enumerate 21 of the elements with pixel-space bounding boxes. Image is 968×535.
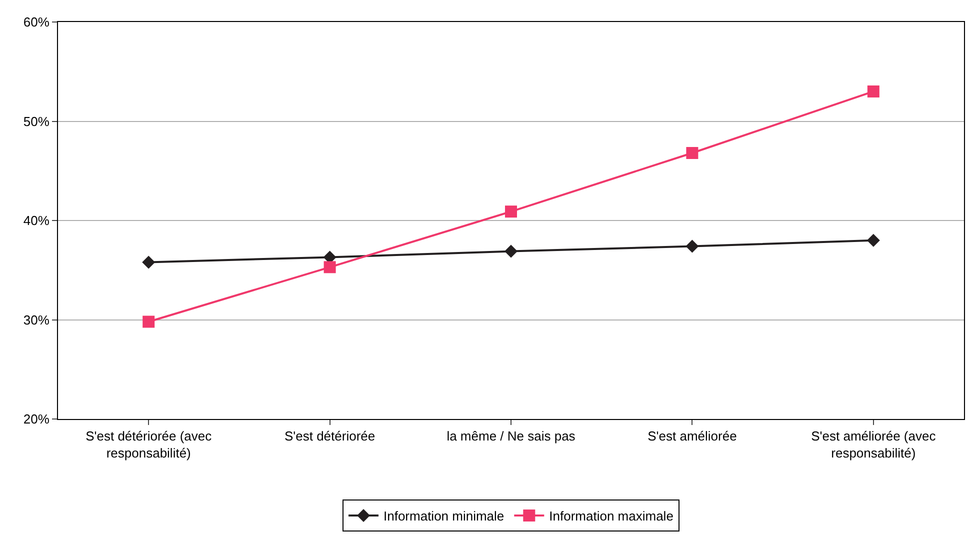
y-tick-label: 50% <box>23 114 50 129</box>
point <box>866 234 880 247</box>
x-tick-label: S'est améliorée <box>648 428 737 444</box>
legend-label: Information minimale <box>384 508 504 524</box>
point <box>686 147 698 160</box>
point <box>142 316 155 328</box>
y-tick-label: 30% <box>23 312 50 328</box>
x-tick-label: S'est détériorée (avec responsabilité) <box>86 428 212 460</box>
point <box>505 206 517 218</box>
x-tick-label: la même / Ne sais pas <box>446 428 576 444</box>
y-tick-label: 20% <box>23 412 50 427</box>
point <box>867 85 880 98</box>
point <box>504 244 518 258</box>
legend-label: Information maximale <box>549 508 674 524</box>
x-tick-label: S'est détériorée <box>284 428 376 444</box>
x-tick-label: S'est améliorée (avec responsabilité) <box>811 428 936 460</box>
point <box>686 240 699 253</box>
y-tick-label: 60% <box>23 14 50 30</box>
y-tick-label: 40% <box>23 213 50 228</box>
point <box>324 261 336 274</box>
point <box>142 256 156 269</box>
